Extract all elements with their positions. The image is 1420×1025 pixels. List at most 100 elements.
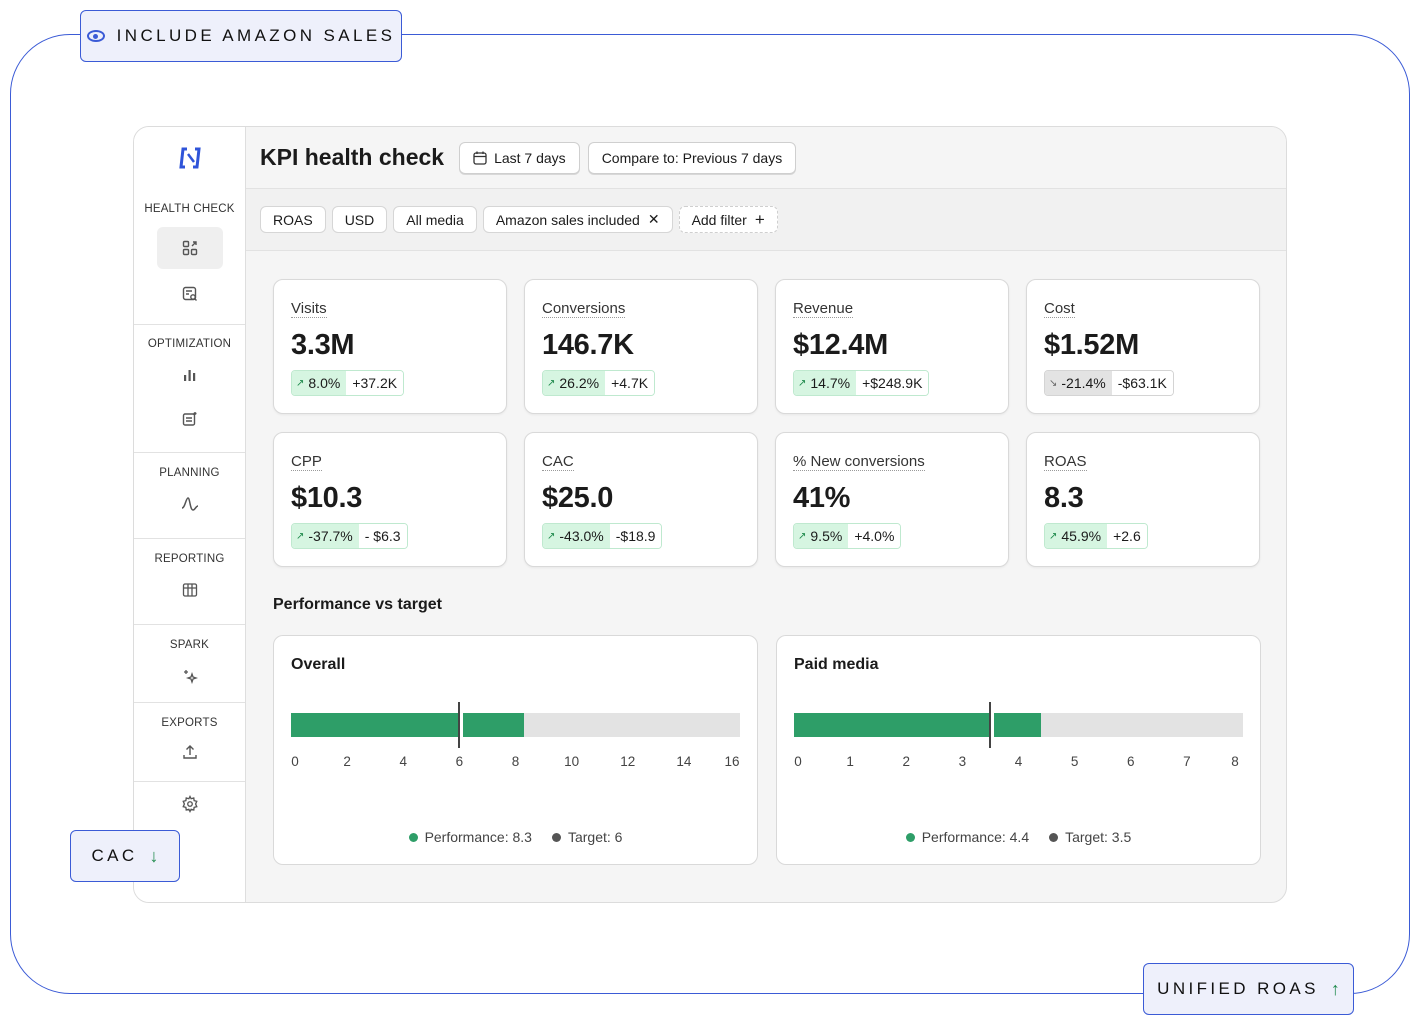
kpi-pct-value: -43.0% [559,528,604,544]
axis-tick-label: 0 [291,754,299,769]
kpi-delta-pct: ↗ 45.9% [1045,524,1108,548]
legend-performance-label: Performance: 4.4 [921,829,1030,845]
kpi-delta-badge: ↗ 26.2% +4.7K [542,370,656,396]
bar-chart-icon[interactable] [157,354,223,396]
waveform-icon[interactable] [157,483,223,525]
kpi-label: Cost [1044,300,1075,318]
upload-icon[interactable] [157,731,223,773]
arrow-up-icon: ↑ [1330,978,1340,999]
chip-label: Amazon sales included [495,211,640,228]
legend-performance: Performance: 8.3 [408,829,532,845]
sidebar-divider [134,702,245,703]
kpi-pct-value: 45.9% [1061,528,1102,544]
target-marker[interactable] [989,702,995,748]
arrow-down-icon: ↓ [149,845,159,866]
axis-tick-label: 8 [511,754,520,769]
filter-chip-metric[interactable]: ROAS [260,206,326,233]
cac-callout[interactable]: CAC ↓ [70,830,180,882]
include-amazon-sales-callout[interactable]: INCLUDE AMAZON SALES [80,10,402,62]
arrow-up-right-icon: ↗ [296,530,305,542]
date-range-label: Last 7 days [494,149,566,166]
kpi-delta-badge: ↗ 9.5% +4.0% [793,523,902,549]
compare-button[interactable]: Compare to: Previous 7 days [587,141,797,174]
kpi-delta-badge: ↘ -21.4% -$63.1K [1044,370,1174,396]
sidebar-section-settings [134,783,245,825]
kpi-delta-abs: -$18.9 [609,524,662,548]
dashboard-icon[interactable] [156,227,223,269]
add-filter-label: Add filter [691,211,747,228]
sidebar: HEALTH CHECK OPTIMIZATION PLANNING [134,127,246,902]
kpi-card[interactable]: ROAS 8.3 ↗ 45.9% +2.6 [1026,432,1260,567]
chart-legend: Performance: 4.4 Target: 3.5 [777,829,1260,845]
legend-performance: Performance: 4.4 [905,829,1030,845]
arrow-up-right-icon: ↗ [1049,530,1058,542]
kpi-grid: Visits 3.3M ↗ 8.0% +37.2K Conversions 146.7K ↗ 2… [273,279,1260,567]
kpi-card[interactable]: Cost $1.52M ↘ -21.4% -$63.1K [1026,279,1260,414]
performance-bar[interactable] [291,713,524,737]
axis-tick-label: 7 [1183,754,1191,769]
kpi-value: 8.3 [1044,482,1084,514]
sparkle-doc-icon[interactable] [157,398,223,440]
filter-chip-media[interactable]: All media [393,206,477,233]
kpi-value: 146.7K [542,329,634,361]
kpi-delta-pct: ↗ 9.5% [794,524,849,548]
search-report-icon[interactable] [157,273,223,315]
performance-dot-icon [408,833,418,842]
bar-track [794,702,1243,748]
kpi-delta-pct: ↗ -37.7% [292,524,359,548]
calendar-icon [473,151,487,165]
table-icon[interactable] [157,569,223,611]
axis-tick-label: 4 [399,754,408,769]
axis-tick-label: 6 [1126,754,1135,769]
legend-target-label: Target: 3.5 [1065,829,1132,845]
kpi-card[interactable]: % New conversions 41% ↗ 9.5% +4.0% [775,432,1009,567]
gear-icon[interactable] [157,783,223,825]
sidebar-label: REPORTING [154,553,225,565]
axis-tick-label: 14 [676,754,692,769]
kpi-pct-value: -21.4% [1061,375,1106,391]
kpi-pct-value: 8.0% [308,375,341,391]
kpi-value: $12.4M [793,329,888,361]
kpi-label: Visits [291,300,327,318]
eye-icon [86,30,105,42]
kpi-pct-value: -37.7% [308,528,353,544]
target-dot-icon [1049,833,1059,842]
kpi-card[interactable]: Visits 3.3M ↗ 8.0% +37.2K [273,279,507,414]
filter-chip-currency[interactable]: USD [331,206,388,233]
kpi-card[interactable]: Conversions 146.7K ↗ 26.2% +4.7K [524,279,758,414]
axis-tick-label: 1 [846,754,854,769]
axis-tick-label: 5 [1070,754,1079,769]
date-range-button[interactable]: Last 7 days [459,141,580,174]
kpi-delta-badge: ↗ 14.7% +$248.9K [793,370,930,396]
filter-chip-amazon[interactable]: Amazon sales included ✕ [482,206,673,233]
kpi-delta-abs: +4.7K [605,371,655,395]
perf-card-overall: Overall 0 2 4 6 8 10 12 14 16 Performance: 8.3 Targ… [273,635,758,865]
legend-target: Target: 3.5 [1049,829,1131,845]
kpi-delta-abs: +2.6 [1107,524,1147,548]
arrow-up-right-icon: ↗ [547,377,556,389]
performance-bar[interactable] [794,713,1041,737]
kpi-delta-badge: ↗ -43.0% -$18.9 [542,523,663,549]
kpi-card[interactable]: Revenue $12.4M ↗ 14.7% +$248.9K [775,279,1009,414]
kpi-delta-pct: ↗ 14.7% [794,371,857,395]
logo-icon [178,145,202,169]
target-marker[interactable] [458,702,464,748]
kpi-pct-value: 9.5% [810,528,843,544]
callout-cac-label: CAC [91,846,138,865]
kpi-card[interactable]: CAC $25.0 ↗ -43.0% -$18.9 [524,432,758,567]
axis-tick-label: 10 [564,754,580,769]
chip-label: USD [344,211,375,228]
kpi-card[interactable]: CPP $10.3 ↗ -37.7% - $6.3 [273,432,507,567]
kpi-delta-pct: ↗ 26.2% [543,371,606,395]
close-icon[interactable]: ✕ [647,211,660,227]
add-filter-button[interactable]: Add filter + [678,206,778,233]
sidebar-section-optimization: OPTIMIZATION [134,338,245,440]
axis-tick-label: 0 [794,754,802,769]
sparkles-icon[interactable] [157,655,223,697]
compare-label: Compare to: Previous 7 days [601,149,783,166]
sidebar-section-spark: SPARK [134,639,245,697]
unified-roas-callout[interactable]: UNIFIED ROAS ↑ [1143,963,1354,1015]
plus-icon: + [754,209,765,229]
section-title: Performance vs target [273,596,442,613]
axis-tick-label: 2 [902,754,911,769]
